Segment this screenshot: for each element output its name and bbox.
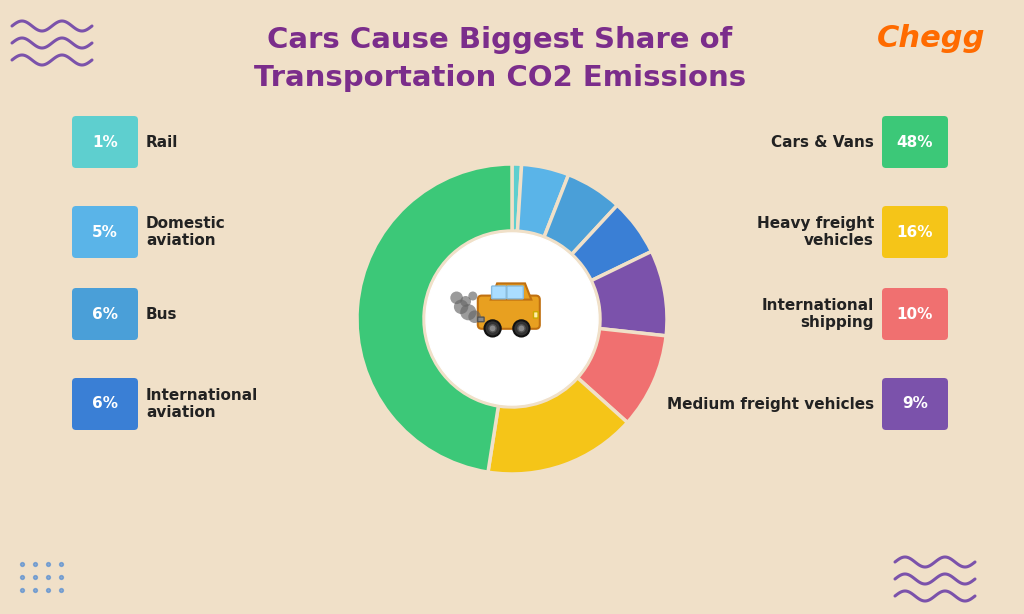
Text: 9%: 9% — [902, 397, 928, 411]
FancyBboxPatch shape — [492, 286, 506, 299]
Circle shape — [468, 292, 477, 300]
FancyBboxPatch shape — [882, 206, 948, 258]
Wedge shape — [571, 205, 651, 281]
Wedge shape — [512, 164, 521, 231]
Circle shape — [518, 325, 525, 332]
FancyBboxPatch shape — [72, 206, 138, 258]
Circle shape — [460, 304, 476, 321]
Text: 6%: 6% — [92, 306, 118, 322]
Polygon shape — [490, 284, 531, 300]
Wedge shape — [517, 165, 568, 237]
FancyBboxPatch shape — [882, 116, 948, 168]
Text: Heavy freight
vehicles: Heavy freight vehicles — [757, 216, 874, 248]
Wedge shape — [591, 252, 667, 336]
Circle shape — [426, 233, 598, 405]
FancyBboxPatch shape — [507, 286, 523, 299]
Text: Domestic
aviation: Domestic aviation — [146, 216, 225, 248]
Text: International
shipping: International shipping — [762, 298, 874, 330]
Text: 10%: 10% — [897, 306, 933, 322]
Wedge shape — [578, 328, 666, 422]
Circle shape — [460, 296, 471, 307]
FancyBboxPatch shape — [882, 288, 948, 340]
Circle shape — [484, 321, 501, 336]
Circle shape — [489, 325, 497, 332]
Circle shape — [451, 292, 463, 304]
Wedge shape — [357, 164, 512, 472]
Text: 5%: 5% — [92, 225, 118, 239]
FancyBboxPatch shape — [72, 378, 138, 430]
Text: Cars Cause Biggest Share of
Transportation CO2 Emissions: Cars Cause Biggest Share of Transportati… — [254, 26, 746, 92]
Text: Cars & Vans: Cars & Vans — [771, 134, 874, 149]
FancyBboxPatch shape — [478, 317, 484, 322]
Text: 6%: 6% — [92, 397, 118, 411]
Text: Rail: Rail — [146, 134, 178, 149]
Text: 48%: 48% — [897, 134, 933, 149]
Text: Chegg: Chegg — [877, 24, 985, 53]
Text: 16%: 16% — [897, 225, 933, 239]
Wedge shape — [488, 378, 628, 474]
FancyBboxPatch shape — [534, 312, 538, 318]
Text: Bus: Bus — [146, 306, 177, 322]
Circle shape — [454, 300, 468, 314]
Text: 1%: 1% — [92, 134, 118, 149]
Circle shape — [513, 321, 529, 336]
FancyBboxPatch shape — [478, 295, 540, 329]
FancyBboxPatch shape — [72, 116, 138, 168]
FancyBboxPatch shape — [72, 288, 138, 340]
FancyBboxPatch shape — [882, 378, 948, 430]
Wedge shape — [544, 174, 617, 254]
Circle shape — [468, 311, 481, 323]
Text: Medium freight vehicles: Medium freight vehicles — [667, 397, 874, 411]
Text: International
aviation: International aviation — [146, 388, 258, 420]
